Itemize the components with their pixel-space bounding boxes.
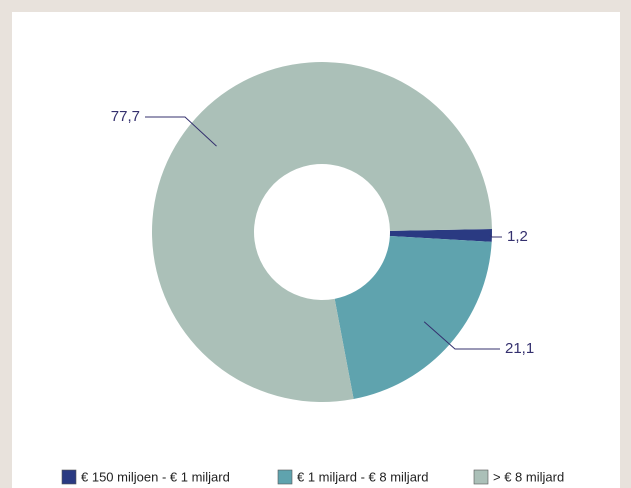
legend-label: € 150 miljoen - € 1 miljard (81, 469, 230, 484)
legend: € 150 miljoen - € 1 miljard € 1 miljard -… (61, 469, 564, 485)
legend-label: € 1 miljard - € 8 miljard (297, 469, 429, 484)
leader-line (145, 116, 217, 147)
legend-swatch (277, 469, 293, 485)
data-label: 77,7 (111, 108, 140, 125)
data-label: 1,2 (507, 228, 528, 245)
slice (334, 235, 492, 400)
leader-line (489, 235, 502, 238)
slice (152, 61, 492, 402)
data-label: 21,1 (505, 340, 534, 357)
slice (389, 229, 492, 242)
donut (152, 61, 492, 402)
legend-swatch (61, 469, 77, 485)
legend-swatch (473, 469, 489, 485)
legend-label: > € 8 miljard (493, 469, 564, 484)
leader-line (423, 321, 500, 350)
